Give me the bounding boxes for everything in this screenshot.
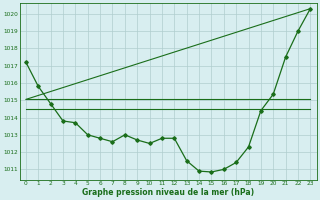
X-axis label: Graphe pression niveau de la mer (hPa): Graphe pression niveau de la mer (hPa) [82,188,254,197]
